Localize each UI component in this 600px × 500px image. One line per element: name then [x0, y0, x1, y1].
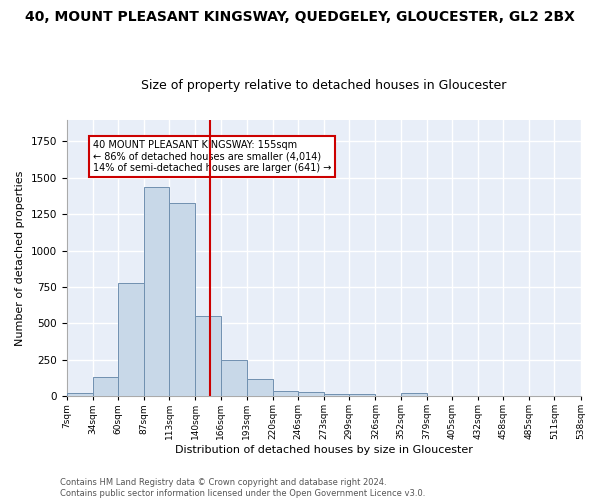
Bar	[67, 393, 93, 396]
Bar	[196, 316, 221, 396]
Y-axis label: Number of detached properties: Number of detached properties	[15, 170, 25, 346]
Bar	[169, 202, 196, 396]
Bar	[118, 282, 144, 396]
X-axis label: Distribution of detached houses by size in Gloucester: Distribution of detached houses by size …	[175, 445, 473, 455]
Bar	[324, 394, 349, 396]
Bar	[247, 380, 273, 396]
Title: Size of property relative to detached houses in Gloucester: Size of property relative to detached ho…	[141, 79, 506, 92]
Text: 40 MOUNT PLEASANT KINGSWAY: 155sqm
← 86% of detached houses are smaller (4,014)
: 40 MOUNT PLEASANT KINGSWAY: 155sqm ← 86%…	[93, 140, 331, 173]
Bar	[93, 378, 118, 396]
Bar	[298, 392, 324, 396]
Bar	[144, 186, 169, 396]
Bar	[349, 394, 376, 396]
Bar	[221, 360, 247, 396]
Text: Contains HM Land Registry data © Crown copyright and database right 2024.
Contai: Contains HM Land Registry data © Crown c…	[60, 478, 425, 498]
Text: 40, MOUNT PLEASANT KINGSWAY, QUEDGELEY, GLOUCESTER, GL2 2BX: 40, MOUNT PLEASANT KINGSWAY, QUEDGELEY, …	[25, 10, 575, 24]
Bar	[273, 391, 298, 396]
Bar	[401, 393, 427, 396]
